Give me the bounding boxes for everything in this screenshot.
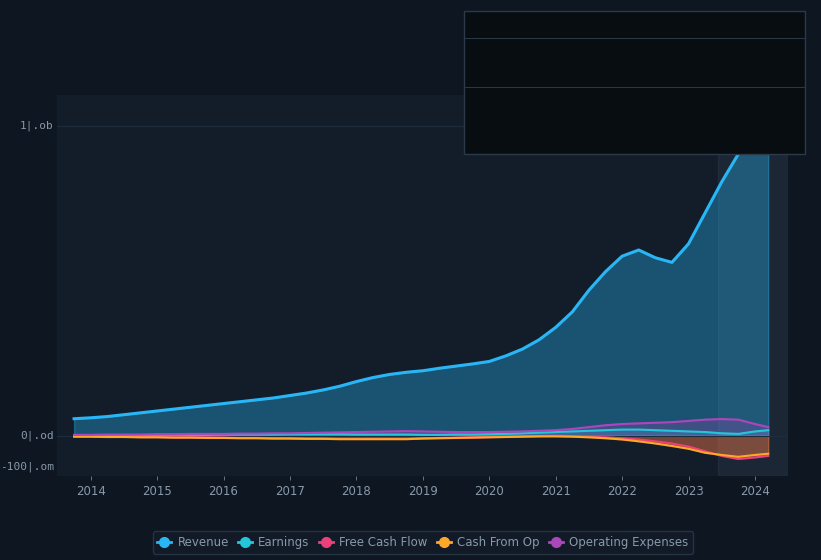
Text: Operating Expenses: Operating Expenses [470,120,583,130]
Text: 25.112|.om /yr: 25.112|.om /yr [608,120,690,130]
Text: Revenue: Revenue [470,44,519,54]
Text: 0|.od: 0|.od [20,431,54,441]
Text: -67.746|.om /yr: -67.746|.om /yr [608,106,694,116]
Text: Free Cash Flow: Free Cash Flow [470,93,554,103]
Text: Jun 30 2024: Jun 30 2024 [470,18,554,32]
Legend: Revenue, Earnings, Free Cash Flow, Cash From Op, Operating Expenses: Revenue, Earnings, Free Cash Flow, Cash … [153,531,693,554]
Text: -100|.om: -100|.om [0,461,54,472]
Bar [718,95,788,476]
Text: Earnings: Earnings [470,58,519,68]
Text: 902.068|.om /yr: 902.068|.om /yr [608,44,697,54]
Text: 2.8% profit margin: 2.8% profit margin [608,71,725,81]
Text: 25.075|.om /yr: 25.075|.om /yr [608,58,690,68]
Text: Cash From Op: Cash From Op [470,106,548,116]
Text: 1|.ob: 1|.ob [20,121,54,132]
Text: -78.055|.om /yr: -78.055|.om /yr [608,93,694,103]
